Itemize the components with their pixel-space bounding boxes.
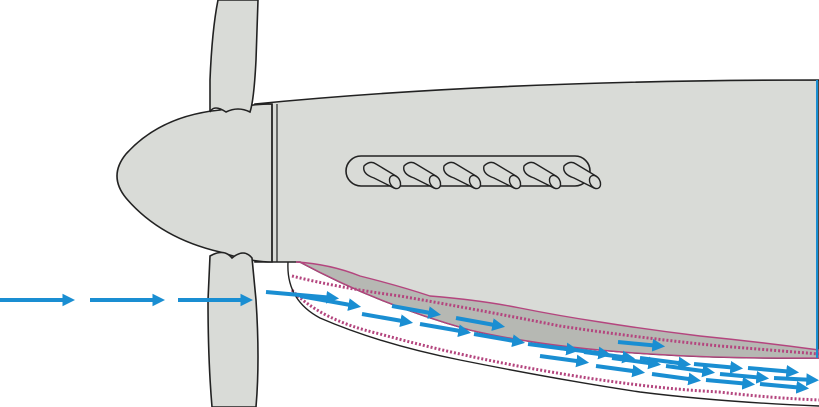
airflow-arrow-17 (705, 376, 756, 390)
airflow-arrow-24 (455, 316, 506, 331)
exhaust-stub-outlet-2 (428, 174, 442, 190)
duct-lining-upper (291, 274, 819, 356)
airflow-arrow-6 (361, 312, 414, 327)
propeller-blade-upper (209, 0, 259, 114)
airflow-arrow-22 (719, 370, 770, 384)
exhaust-stub-outlet-4 (508, 174, 522, 190)
airflow-arrow-13 (747, 364, 800, 378)
duct-outline-lower (287, 261, 819, 407)
airflow-arrow-15 (595, 364, 646, 378)
airflow-arrow-14 (539, 354, 590, 368)
airflow-arrow-5 (299, 294, 362, 311)
exhaust-stub-outlet-5 (548, 174, 562, 190)
airflow-arrow-4 (265, 290, 340, 304)
exhaust-stub-outlet-1 (388, 174, 402, 190)
airflow-arrow-25 (391, 304, 442, 319)
propeller-blade-lower (207, 251, 259, 407)
airflow-arrow-19 (559, 346, 612, 360)
airflow-arrow-20 (611, 356, 662, 370)
airflow-arrow-7 (419, 322, 472, 337)
propeller-spinner (116, 103, 273, 263)
airflow-arrow-21 (665, 364, 716, 378)
airflow-arrows (0, 290, 819, 394)
airflow-arrow-16 (651, 372, 702, 386)
exhaust-stubs (363, 161, 602, 190)
exhaust-stub-outlet-3 (468, 174, 482, 190)
exhaust-stub-outlet-6 (588, 174, 602, 190)
airflow-arrow-26 (617, 338, 666, 352)
airflow-arrow-8 (473, 332, 526, 347)
airflow-arrow-18 (759, 380, 810, 394)
airflow-arrow-12 (693, 360, 744, 374)
duct-lining-lower (290, 288, 819, 402)
airflow-arrow-23 (773, 373, 819, 387)
